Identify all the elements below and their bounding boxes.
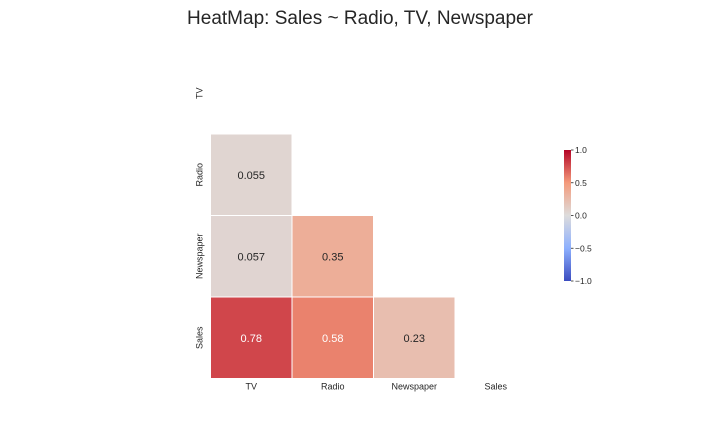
cell-label-newspaper-radio: 0.35 bbox=[322, 251, 343, 263]
cell-label-sales-tv: 0.78 bbox=[241, 333, 262, 345]
cell-labels: 0.055 0.057 0.35 0.78 0.58 0.23 bbox=[237, 170, 424, 345]
colorbar-tick-label: 1.0 bbox=[575, 145, 587, 155]
y-tick-label-newspaper: Newspaper bbox=[195, 233, 205, 279]
y-tick-label-radio: Radio bbox=[195, 163, 205, 187]
colorbar-tick-label: 0.5 bbox=[575, 178, 587, 188]
chart-title: HeatMap: Sales ~ Radio, TV, Newspaper bbox=[187, 8, 534, 29]
heatmap-cell-sales-tv bbox=[210, 296, 293, 379]
x-tick-label-sales: Sales bbox=[484, 382, 507, 392]
heatmap-cell-sales-radio bbox=[291, 296, 374, 379]
x-tick-label-tv: TV bbox=[245, 382, 257, 392]
cell-label-sales-radio: 0.58 bbox=[322, 333, 343, 345]
colorbar-gradient bbox=[564, 150, 571, 281]
heatmap-cell-newspaper-radio bbox=[291, 215, 374, 298]
colorbar-tick-label: 0.0 bbox=[575, 211, 587, 221]
cell-label-sales-newspaper: 0.23 bbox=[404, 333, 425, 345]
heatmap-cells bbox=[210, 133, 456, 379]
colorbar-ticks: 1.0 0.5 0.0 −0.5 −1.0 bbox=[571, 145, 592, 286]
x-tick-label-newspaper: Newspaper bbox=[391, 382, 437, 392]
y-tick-label-sales: Sales bbox=[195, 326, 205, 349]
cell-label-newspaper-tv: 0.057 bbox=[237, 251, 265, 263]
colorbar-tick-label: −1.0 bbox=[575, 276, 592, 286]
heatmap-cell-newspaper-tv bbox=[210, 215, 293, 298]
colorbar-tick-label: −0.5 bbox=[575, 243, 592, 253]
heatmap-cell-radio-tv bbox=[210, 133, 293, 216]
x-axis-tick-labels: TV Radio Newspaper Sales bbox=[245, 382, 507, 392]
colorbar: 1.0 0.5 0.0 −0.5 −1.0 bbox=[564, 145, 592, 286]
x-tick-label-radio: Radio bbox=[321, 382, 345, 392]
heatmap-cell-sales-newspaper bbox=[373, 296, 456, 379]
y-axis-tick-labels: TV Radio Newspaper Sales bbox=[195, 87, 205, 349]
cell-label-radio-tv: 0.055 bbox=[237, 170, 265, 182]
y-tick-label-tv: TV bbox=[195, 87, 205, 99]
